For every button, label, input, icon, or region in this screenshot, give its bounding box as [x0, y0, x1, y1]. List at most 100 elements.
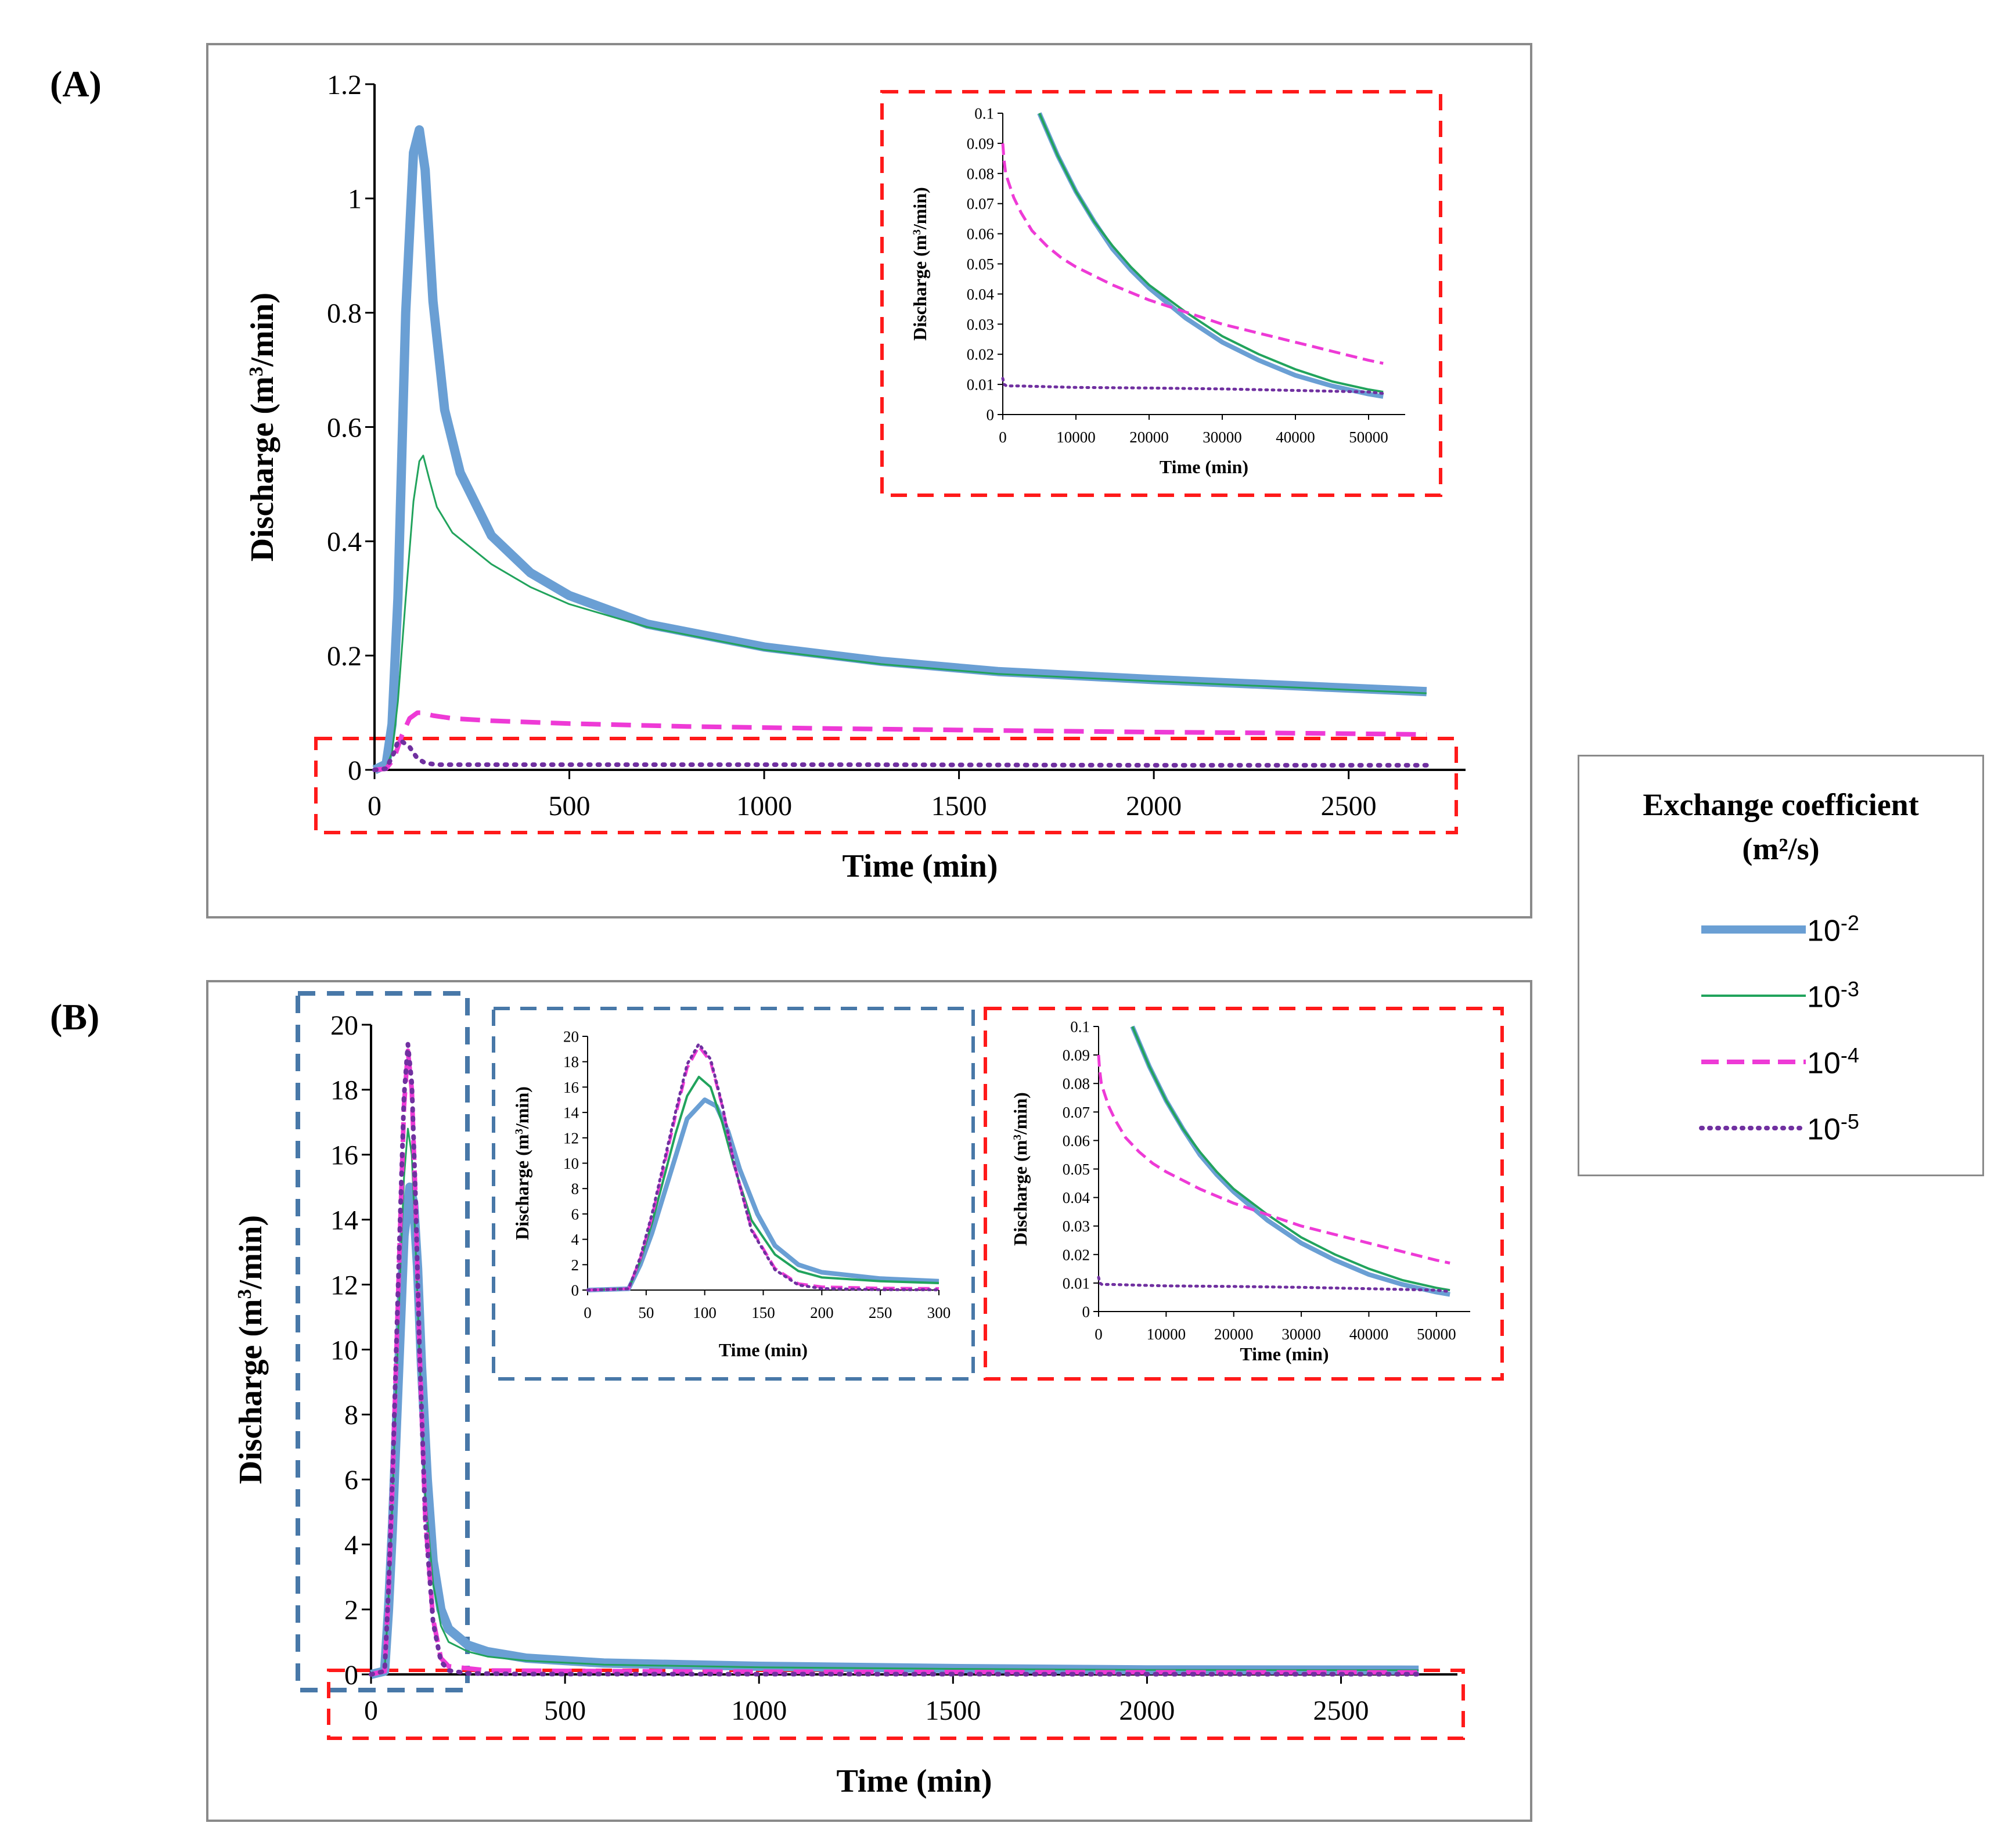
x-tick-label: 0	[364, 1695, 378, 1726]
x-tick-label: 50000	[1417, 1325, 1456, 1343]
x-tick-label: 0	[1095, 1325, 1103, 1343]
x-tick-label: 250	[869, 1304, 892, 1321]
y-tick-label: 0.6	[327, 412, 362, 443]
x-tick-label: 20000	[1214, 1325, 1254, 1343]
x-tick-label: 2000	[1119, 1695, 1175, 1726]
y-tick-label: 2	[344, 1595, 358, 1626]
y-tick-label: 0.07	[967, 195, 994, 212]
x-tick-label: 2000	[1126, 791, 1182, 822]
y-tick-label: 0.02	[967, 346, 994, 363]
x-axis-label: Time (min)	[1160, 456, 1248, 477]
series-line-10e-2	[370, 1182, 1419, 1679]
panel-label-b: (B)	[50, 996, 100, 1038]
y-tick-label: 0.04	[967, 286, 995, 303]
highlight-box-b-bottom	[327, 1669, 1465, 1740]
x-tick-label: 30000	[1203, 428, 1242, 446]
x-tick-label: 40000	[1276, 428, 1315, 446]
y-tick-label: 0.08	[1063, 1075, 1090, 1093]
y-tick-label: 0.06	[967, 225, 994, 243]
y-tick-label: 0.01	[967, 376, 994, 394]
y-tick-label: 12	[563, 1129, 579, 1147]
x-tick-label: 30000	[1281, 1325, 1321, 1343]
y-tick-label: 6	[571, 1205, 579, 1223]
x-tick-label: 300	[927, 1304, 951, 1321]
series-line-10e-4	[587, 1045, 939, 1292]
y-tick-label: 12	[330, 1270, 358, 1301]
legend-base-1e-2: 10	[1807, 914, 1841, 948]
x-tick-label: 1000	[731, 1695, 787, 1726]
y-tick-label: 16	[330, 1140, 358, 1171]
legend-entry-1e-5: 10-5	[1695, 1105, 1968, 1163]
x-tick-label: 40000	[1349, 1325, 1389, 1343]
x-tick-label: 10000	[1056, 428, 1096, 446]
x-axis-label: Time (min)	[1240, 1343, 1329, 1364]
series-line-10e-5	[586, 1042, 941, 1292]
series-line-10e-2	[372, 125, 1427, 774]
y-tick-label: 8	[571, 1180, 579, 1198]
y-tick-label: 0.8	[327, 298, 362, 329]
x-tick-label: 50	[638, 1304, 654, 1321]
x-tick-label: 20000	[1129, 428, 1169, 446]
series-line-10e-3	[1131, 1026, 1450, 1292]
y-tick-label: 1.2	[327, 70, 362, 100]
panel-label-a: (A)	[50, 63, 102, 105]
legend-exp-1e-5: -5	[1840, 1109, 1859, 1133]
legend-base-1e-4: 10	[1807, 1046, 1841, 1080]
series-line-10e-5	[372, 739, 1429, 772]
series-line-10e-2	[1037, 112, 1384, 399]
y-tick-label: 14	[330, 1205, 358, 1236]
x-tick-label: 10000	[1147, 1325, 1186, 1343]
x-tick-label: 1500	[931, 791, 987, 822]
y-axis-label: Discharge (m3/min)	[233, 1215, 269, 1484]
y-tick-label: 0.03	[967, 316, 994, 333]
series-line-10e-4	[374, 710, 1427, 772]
legend: Exchange coefficient (m²/s) 10-2 10-3 10…	[1578, 755, 1984, 1176]
x-tick-label: 500	[544, 1695, 586, 1726]
chart-a-main: 0 0.2 0.4 0.6 0.8 1 1.2 0 500 1000 1500 2000 2500 Tim…	[244, 70, 1466, 884]
x-tick-label: 500	[549, 791, 591, 822]
x-axis-label: Time (min)	[836, 1763, 992, 1799]
y-tick-label: 0.08	[967, 165, 994, 182]
y-tick-label: 0.09	[967, 135, 994, 152]
series-line-10e-5	[1001, 377, 1385, 395]
panel-b-frame	[206, 980, 1532, 1822]
y-axis-label: Discharge (m3/min)	[512, 1086, 532, 1240]
y-tick-label: 10	[563, 1155, 579, 1172]
legend-exp-1e-2: -2	[1840, 911, 1859, 935]
y-tick-label: 0	[987, 406, 995, 423]
legend-entry-1e-3: 10-3	[1695, 972, 1968, 1031]
y-tick-label: 0.09	[1063, 1047, 1090, 1064]
x-axis-label: Time (min)	[842, 848, 998, 884]
x-tick-label: 100	[693, 1304, 717, 1321]
legend-title-line1: Exchange coefficient	[1643, 787, 1919, 822]
y-tick-label: 0.06	[1063, 1132, 1090, 1150]
panel-a-frame	[206, 43, 1532, 918]
y-tick-label: 0.05	[967, 255, 994, 273]
y-tick-label: 16	[563, 1079, 579, 1096]
x-tick-label: 0	[584, 1304, 592, 1321]
x-tick-label: 1500	[925, 1695, 981, 1726]
series-line-10e-3	[374, 455, 1427, 771]
x-tick-label: 150	[751, 1304, 775, 1321]
y-tick-label: 1	[348, 184, 362, 215]
y-tick-label: 4	[344, 1530, 358, 1561]
y-tick-label: 0.2	[327, 641, 362, 672]
y-tick-label: 18	[563, 1053, 579, 1071]
x-tick-label: 200	[810, 1304, 834, 1321]
y-tick-label: 8	[344, 1400, 358, 1431]
chart-b-inset-right: 0 0.01 0.02 0.03 0.04 0.05 0.06 0.07 0.08 0.09 0.1…	[1010, 1018, 1470, 1364]
series-line-10e-5	[369, 1042, 1421, 1677]
highlight-box-a-bottom	[314, 737, 1458, 834]
y-tick-label: 0.07	[1063, 1104, 1090, 1121]
y-axis-label: Discharge (m3/min)	[244, 293, 280, 561]
y-tick-label: 10	[330, 1335, 358, 1366]
y-tick-label: 0.4	[327, 527, 362, 557]
legend-base-1e-5: 10	[1807, 1112, 1841, 1147]
series-line-10e-4	[1097, 1054, 1450, 1265]
y-tick-label: 14	[563, 1104, 579, 1122]
x-tick-label: 0	[368, 791, 381, 822]
y-tick-label: 0	[348, 755, 362, 786]
